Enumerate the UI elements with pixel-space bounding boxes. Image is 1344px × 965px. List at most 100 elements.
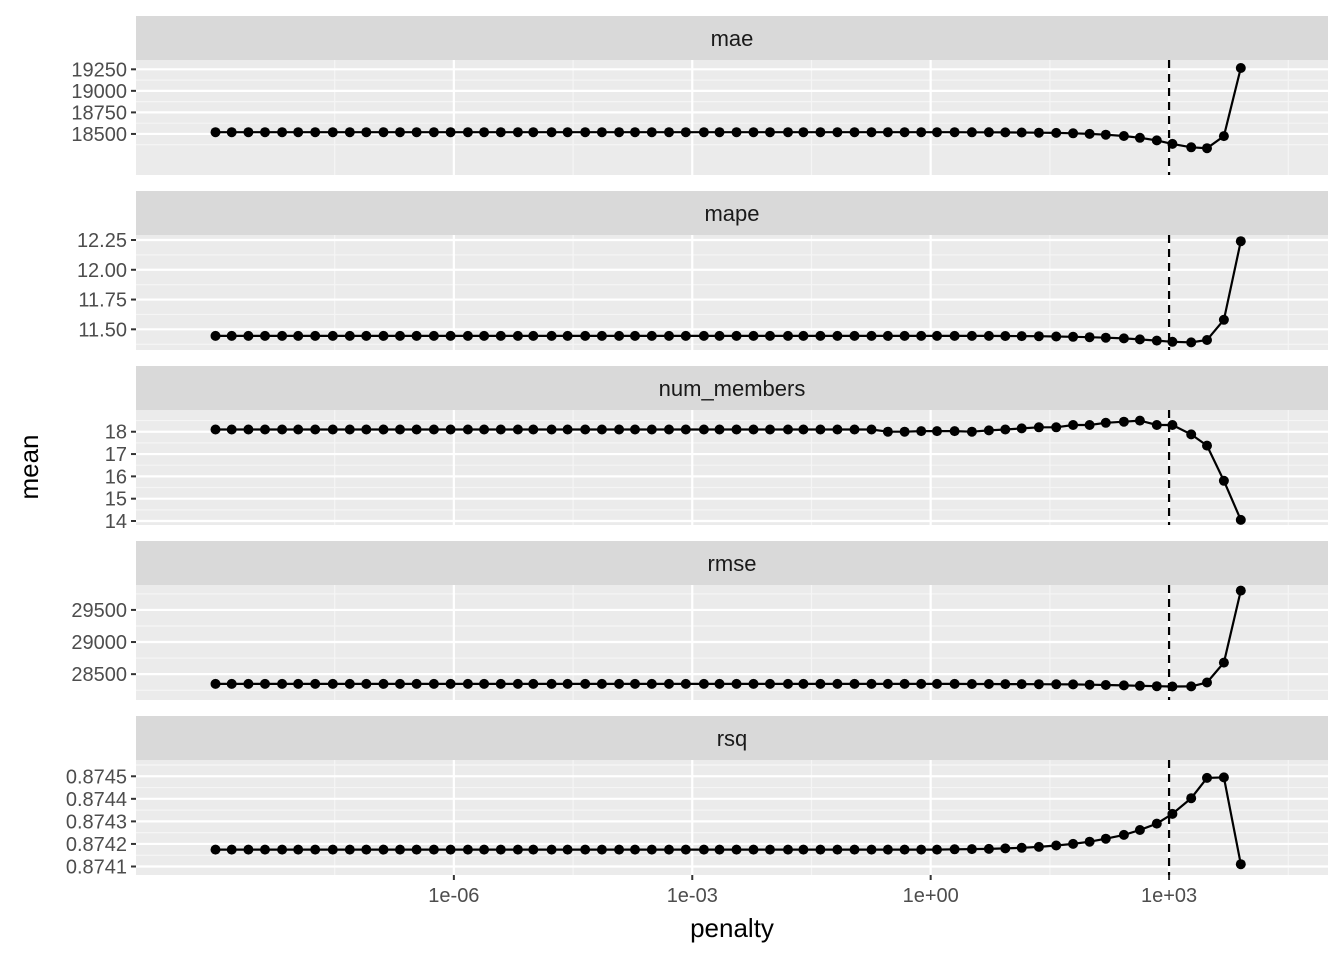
data-point — [495, 678, 506, 689]
data-point — [748, 330, 759, 341]
data-point — [1051, 422, 1062, 433]
data-point — [1033, 127, 1044, 138]
data-point — [361, 844, 372, 855]
data-point — [815, 678, 826, 689]
data-point — [512, 424, 523, 435]
data-point — [899, 127, 910, 138]
data-point — [765, 844, 775, 855]
data-point — [411, 330, 422, 341]
data-point — [983, 127, 994, 138]
data-point — [1186, 793, 1197, 804]
data-point — [445, 127, 456, 138]
data-point — [344, 844, 355, 855]
data-point — [698, 678, 709, 689]
data-point — [783, 844, 793, 855]
data-point — [512, 330, 523, 341]
data-point — [462, 678, 473, 689]
data-point — [260, 424, 270, 435]
data-point — [949, 127, 960, 138]
data-point — [495, 844, 506, 855]
data-point — [1202, 772, 1212, 783]
x-tick-label: 1e-03 — [667, 885, 718, 907]
data-point — [1218, 475, 1229, 486]
y-tick-label: 11.50 — [78, 319, 127, 341]
data-point — [1167, 138, 1178, 149]
data-point — [310, 127, 321, 138]
y-tick-label: 15 — [105, 489, 127, 511]
data-point — [1186, 429, 1197, 440]
data-point — [310, 330, 321, 341]
data-point — [1000, 679, 1011, 690]
data-point — [614, 844, 625, 855]
data-point — [1118, 131, 1129, 141]
data-point — [462, 127, 473, 138]
y-axis-title: mean — [14, 434, 44, 499]
data-point — [243, 844, 254, 855]
data-point — [1134, 334, 1145, 345]
data-point — [798, 127, 809, 138]
data-point — [210, 330, 221, 341]
data-point — [932, 127, 942, 138]
data-point — [1235, 859, 1246, 870]
x-axis: 1e-06 1e-03 1e+00 1e+03 — [428, 875, 1197, 907]
data-point — [783, 678, 793, 689]
facet-label-mape: mape — [704, 201, 759, 226]
data-point — [260, 127, 270, 138]
data-point — [899, 426, 910, 437]
data-point — [344, 127, 355, 138]
data-point — [815, 844, 826, 855]
data-point — [1218, 772, 1229, 783]
data-point — [243, 678, 254, 689]
data-point — [1186, 681, 1197, 692]
data-point — [226, 127, 237, 138]
data-point — [528, 678, 539, 689]
data-point — [966, 844, 977, 855]
data-point — [714, 844, 725, 855]
data-point — [260, 330, 270, 341]
data-point — [765, 678, 775, 689]
data-point — [1218, 314, 1229, 325]
data-point — [226, 678, 237, 689]
data-point — [1218, 131, 1229, 142]
facet-strip-rmse — [136, 541, 1328, 585]
data-point — [210, 844, 221, 855]
data-point — [1100, 129, 1111, 140]
data-point — [1033, 422, 1044, 433]
data-point — [1235, 585, 1246, 596]
data-point — [1033, 679, 1044, 690]
data-point — [1000, 843, 1011, 854]
data-point — [378, 330, 389, 341]
data-point — [580, 678, 591, 689]
data-point — [580, 330, 591, 341]
facet-label-num_members: num_members — [659, 376, 806, 401]
data-point — [849, 678, 860, 689]
data-point — [580, 844, 591, 855]
data-point — [932, 330, 942, 341]
data-point — [664, 424, 674, 435]
data-point — [596, 678, 607, 689]
facet-strip-num_members — [136, 366, 1328, 410]
data-point — [714, 127, 725, 138]
data-point — [932, 426, 942, 437]
data-point — [1084, 128, 1095, 139]
data-point — [479, 424, 490, 435]
data-point — [1051, 840, 1062, 851]
data-point — [277, 844, 288, 855]
data-point — [866, 330, 877, 341]
data-point — [479, 678, 490, 689]
data-point — [748, 424, 759, 435]
data-point — [1084, 679, 1095, 690]
data-point — [1167, 808, 1178, 819]
data-point — [1033, 841, 1044, 852]
data-point — [983, 425, 994, 436]
data-point — [479, 127, 490, 138]
data-point — [630, 678, 640, 689]
y-tick-label: 29000 — [71, 632, 127, 654]
y-tick-label: 18 — [105, 422, 127, 444]
data-point — [361, 127, 372, 138]
data-point — [462, 844, 473, 855]
data-point — [1084, 332, 1095, 343]
data-point — [932, 844, 942, 855]
